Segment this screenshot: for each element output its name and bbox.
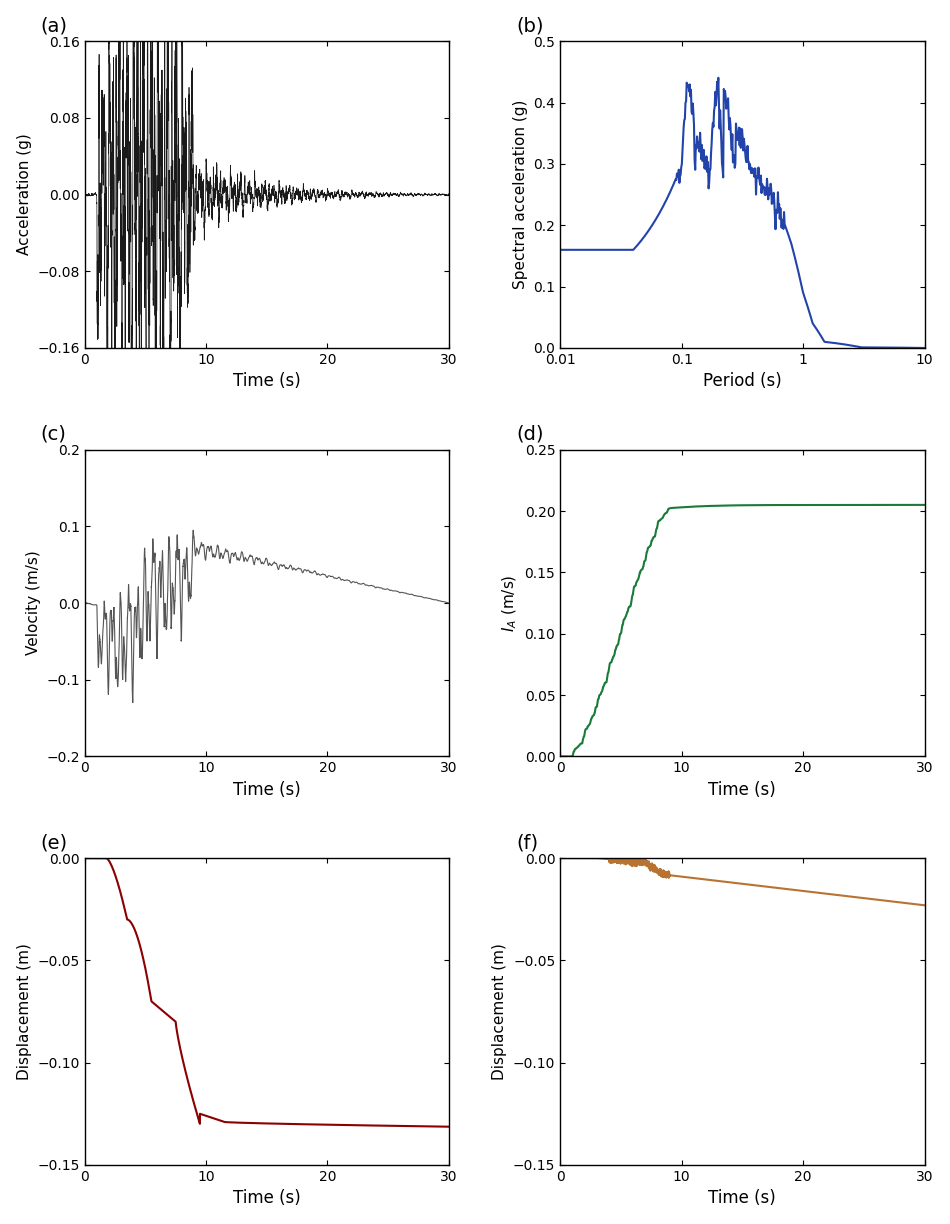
Text: (c): (c) [41,425,66,443]
X-axis label: Time (s): Time (s) [709,781,776,799]
Text: (d): (d) [517,425,544,443]
X-axis label: Time (s): Time (s) [709,1190,776,1207]
Y-axis label: Acceleration (g): Acceleration (g) [17,133,31,256]
X-axis label: Time (s): Time (s) [233,372,300,390]
Y-axis label: Displacement (m): Displacement (m) [492,942,507,1080]
X-axis label: Time (s): Time (s) [233,1190,300,1207]
Text: (f): (f) [517,834,539,852]
Y-axis label: Displacement (m): Displacement (m) [17,942,31,1080]
X-axis label: Time (s): Time (s) [233,781,300,799]
X-axis label: Period (s): Period (s) [703,372,782,390]
Text: (e): (e) [41,834,68,852]
Y-axis label: Velocity (m/s): Velocity (m/s) [26,551,41,655]
Text: (a): (a) [41,16,67,35]
Y-axis label: $I_A$ (m/s): $I_A$ (m/s) [501,574,519,632]
Y-axis label: Spectral acceleration (g): Spectral acceleration (g) [513,100,528,289]
Text: (b): (b) [517,16,544,35]
